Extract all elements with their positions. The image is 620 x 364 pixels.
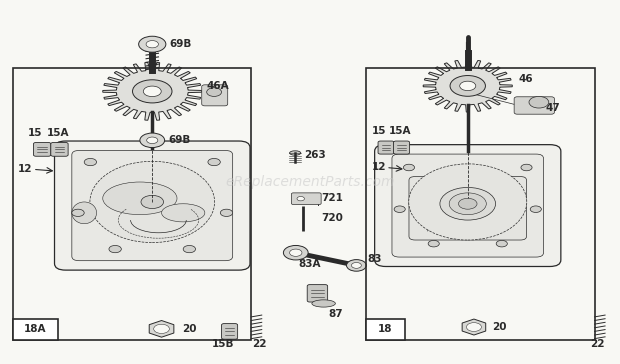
Circle shape: [449, 193, 486, 215]
FancyBboxPatch shape: [51, 142, 68, 156]
Circle shape: [352, 262, 361, 268]
Polygon shape: [462, 319, 485, 335]
Polygon shape: [103, 63, 202, 120]
Circle shape: [466, 323, 481, 332]
Circle shape: [496, 240, 507, 247]
FancyBboxPatch shape: [308, 285, 327, 302]
Circle shape: [428, 240, 440, 247]
Circle shape: [183, 245, 195, 253]
FancyBboxPatch shape: [409, 177, 526, 240]
Text: 18: 18: [378, 324, 392, 334]
FancyBboxPatch shape: [392, 154, 544, 257]
Text: 47: 47: [545, 103, 560, 113]
Circle shape: [530, 206, 541, 213]
Polygon shape: [423, 60, 512, 112]
Circle shape: [72, 209, 84, 217]
Circle shape: [440, 187, 495, 220]
Circle shape: [404, 164, 415, 171]
FancyBboxPatch shape: [378, 141, 394, 154]
Text: 22: 22: [590, 340, 605, 349]
Ellipse shape: [290, 151, 301, 155]
FancyBboxPatch shape: [291, 193, 321, 205]
Circle shape: [450, 76, 485, 96]
Ellipse shape: [409, 164, 527, 240]
Circle shape: [283, 245, 308, 260]
Text: 15A: 15A: [46, 128, 69, 138]
Text: 12: 12: [18, 164, 32, 174]
Circle shape: [458, 198, 477, 209]
FancyBboxPatch shape: [394, 141, 410, 154]
Circle shape: [347, 260, 366, 271]
Circle shape: [154, 324, 169, 333]
Text: 20: 20: [182, 324, 197, 334]
Ellipse shape: [72, 202, 97, 224]
Text: 83A: 83A: [299, 258, 321, 269]
Circle shape: [459, 81, 476, 91]
Text: 15: 15: [372, 126, 386, 136]
Text: 46A: 46A: [206, 81, 229, 91]
Text: 15: 15: [27, 128, 42, 138]
Circle shape: [140, 133, 165, 147]
Text: 721: 721: [321, 193, 343, 203]
Text: 20: 20: [492, 322, 507, 332]
FancyBboxPatch shape: [202, 85, 228, 106]
Circle shape: [143, 86, 161, 96]
Text: 46: 46: [518, 74, 533, 84]
Circle shape: [146, 40, 159, 48]
FancyBboxPatch shape: [13, 319, 58, 340]
Circle shape: [84, 158, 97, 166]
Ellipse shape: [90, 161, 215, 242]
Circle shape: [133, 80, 172, 103]
Circle shape: [147, 137, 158, 143]
Ellipse shape: [162, 204, 205, 222]
Text: 83: 83: [368, 254, 382, 264]
FancyBboxPatch shape: [55, 141, 250, 270]
Ellipse shape: [103, 182, 177, 215]
Circle shape: [139, 36, 166, 52]
FancyBboxPatch shape: [72, 150, 232, 261]
Polygon shape: [149, 321, 174, 337]
Circle shape: [394, 206, 405, 213]
Text: 720: 720: [321, 213, 343, 223]
Text: eReplacementParts.com: eReplacementParts.com: [225, 175, 395, 189]
Text: 15A: 15A: [389, 126, 411, 136]
Text: 12: 12: [372, 162, 386, 173]
Circle shape: [290, 249, 302, 256]
Text: 69B: 69B: [170, 39, 192, 49]
Circle shape: [109, 245, 122, 253]
Circle shape: [141, 195, 164, 209]
Circle shape: [529, 96, 549, 108]
Ellipse shape: [312, 300, 335, 307]
Text: 263: 263: [304, 150, 326, 160]
FancyBboxPatch shape: [33, 142, 51, 156]
Text: 69B: 69B: [169, 135, 191, 145]
Text: 15B: 15B: [212, 340, 234, 349]
Circle shape: [220, 209, 232, 217]
Text: 18A: 18A: [24, 324, 46, 334]
FancyBboxPatch shape: [366, 319, 405, 340]
Text: 22: 22: [252, 340, 267, 349]
Circle shape: [208, 158, 220, 166]
Text: 87: 87: [329, 309, 343, 319]
FancyBboxPatch shape: [514, 97, 554, 114]
FancyBboxPatch shape: [221, 324, 237, 339]
Circle shape: [297, 197, 304, 201]
FancyBboxPatch shape: [374, 145, 561, 266]
Circle shape: [521, 164, 532, 171]
Circle shape: [457, 196, 479, 208]
Circle shape: [206, 88, 221, 96]
